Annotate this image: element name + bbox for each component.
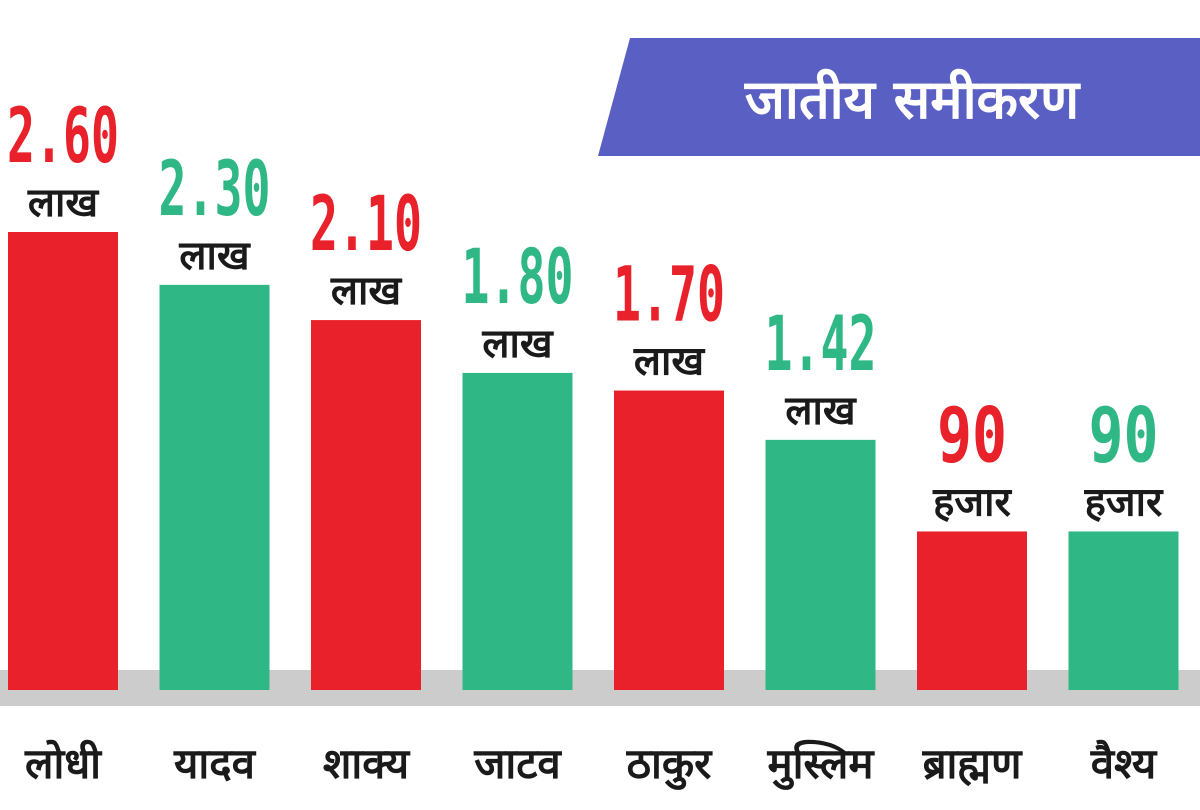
bar-7: [917, 531, 1027, 690]
title-banner-shape: [598, 38, 1200, 156]
unit-label-5: लाख: [633, 339, 705, 385]
unit-label-1: लाख: [27, 180, 99, 226]
category-label-3: शाक्य: [323, 739, 411, 788]
unit-label-4: लाख: [481, 321, 553, 367]
value-label-7: 90: [937, 390, 1007, 479]
unit-label-6: लाख: [784, 388, 856, 434]
category-label-6: मुस्लिम: [767, 739, 876, 790]
bar-8: [1068, 531, 1179, 690]
category-label-2: यादव: [173, 739, 257, 788]
unit-label-7: हजार: [932, 479, 1012, 525]
title-banner: जातीय समीकरण: [598, 38, 1200, 156]
value-label-5: 1.70: [613, 250, 725, 339]
chart-title: जातीय समीकरण: [744, 68, 1081, 131]
value-label-1: 2.60: [7, 91, 119, 180]
bar-1: [8, 232, 118, 690]
category-label-1: लोधी: [24, 739, 103, 788]
value-label-3: 2.10: [310, 179, 422, 268]
category-label-7: ब्राह्मण: [922, 739, 1024, 788]
bar-6: [765, 439, 876, 690]
bar-3: [311, 320, 421, 690]
category-label-4: जाटव: [473, 739, 562, 788]
bars-group: [8, 232, 1179, 690]
labels-group: लाख2.60लोधीलाख2.30यादवलाख2.10शाक्यलाख1.8…: [7, 91, 1164, 790]
value-label-8: 90: [1089, 390, 1159, 479]
unit-label-8: हजार: [1084, 479, 1164, 525]
category-label-8: वैश्य: [1090, 739, 1158, 788]
bar-5: [614, 390, 724, 690]
bar-2: [159, 284, 270, 690]
unit-label-3: लाख: [330, 268, 402, 314]
bar-4: [462, 372, 573, 690]
category-label-5: ठाकुर: [626, 739, 714, 790]
unit-label-2: लाख: [178, 233, 250, 279]
value-label-4: 1.80: [462, 232, 574, 321]
value-label-6: 1.42: [765, 299, 877, 388]
value-label-2: 2.30: [159, 144, 271, 233]
